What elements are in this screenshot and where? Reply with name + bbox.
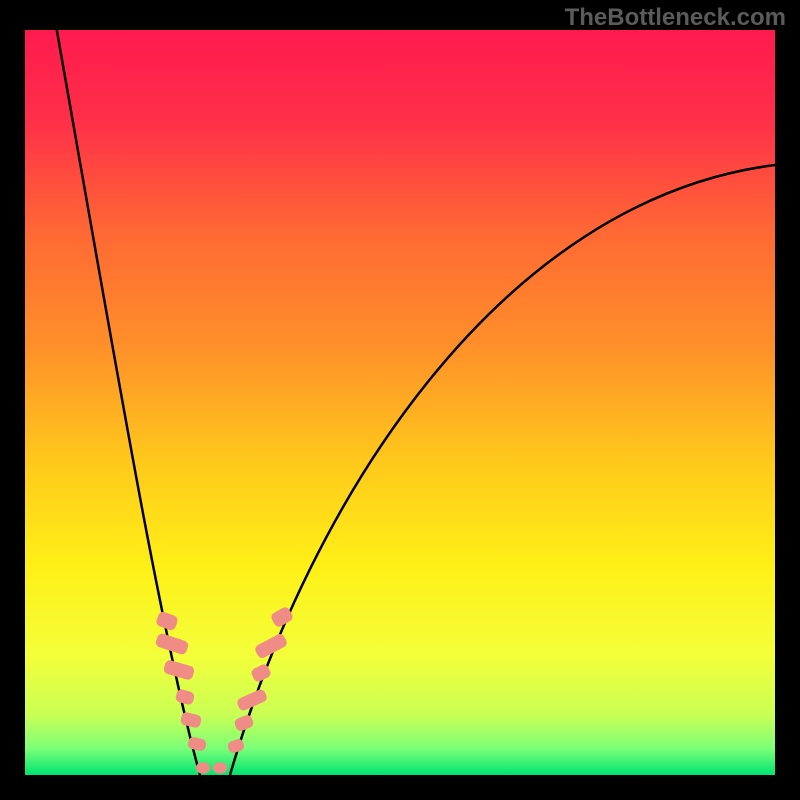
gradient-panel [25, 30, 775, 775]
marker-bottom-0 [196, 763, 210, 774]
chart-root: TheBottleneck.com [0, 0, 800, 800]
bottleneck-chart [0, 0, 800, 800]
marker-bottom-1 [213, 763, 227, 774]
watermark-text: TheBottleneck.com [565, 4, 786, 32]
